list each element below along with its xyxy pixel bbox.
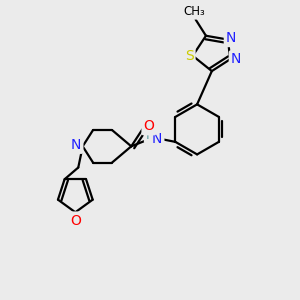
Text: N: N [152,132,162,146]
Text: N: N [71,138,81,152]
Text: O: O [143,119,155,133]
Text: N: N [231,52,241,66]
Text: O: O [70,214,81,227]
Text: CH₃: CH₃ [183,5,205,18]
Text: N: N [226,31,236,45]
Text: S: S [185,49,194,63]
Text: H: H [146,129,155,142]
